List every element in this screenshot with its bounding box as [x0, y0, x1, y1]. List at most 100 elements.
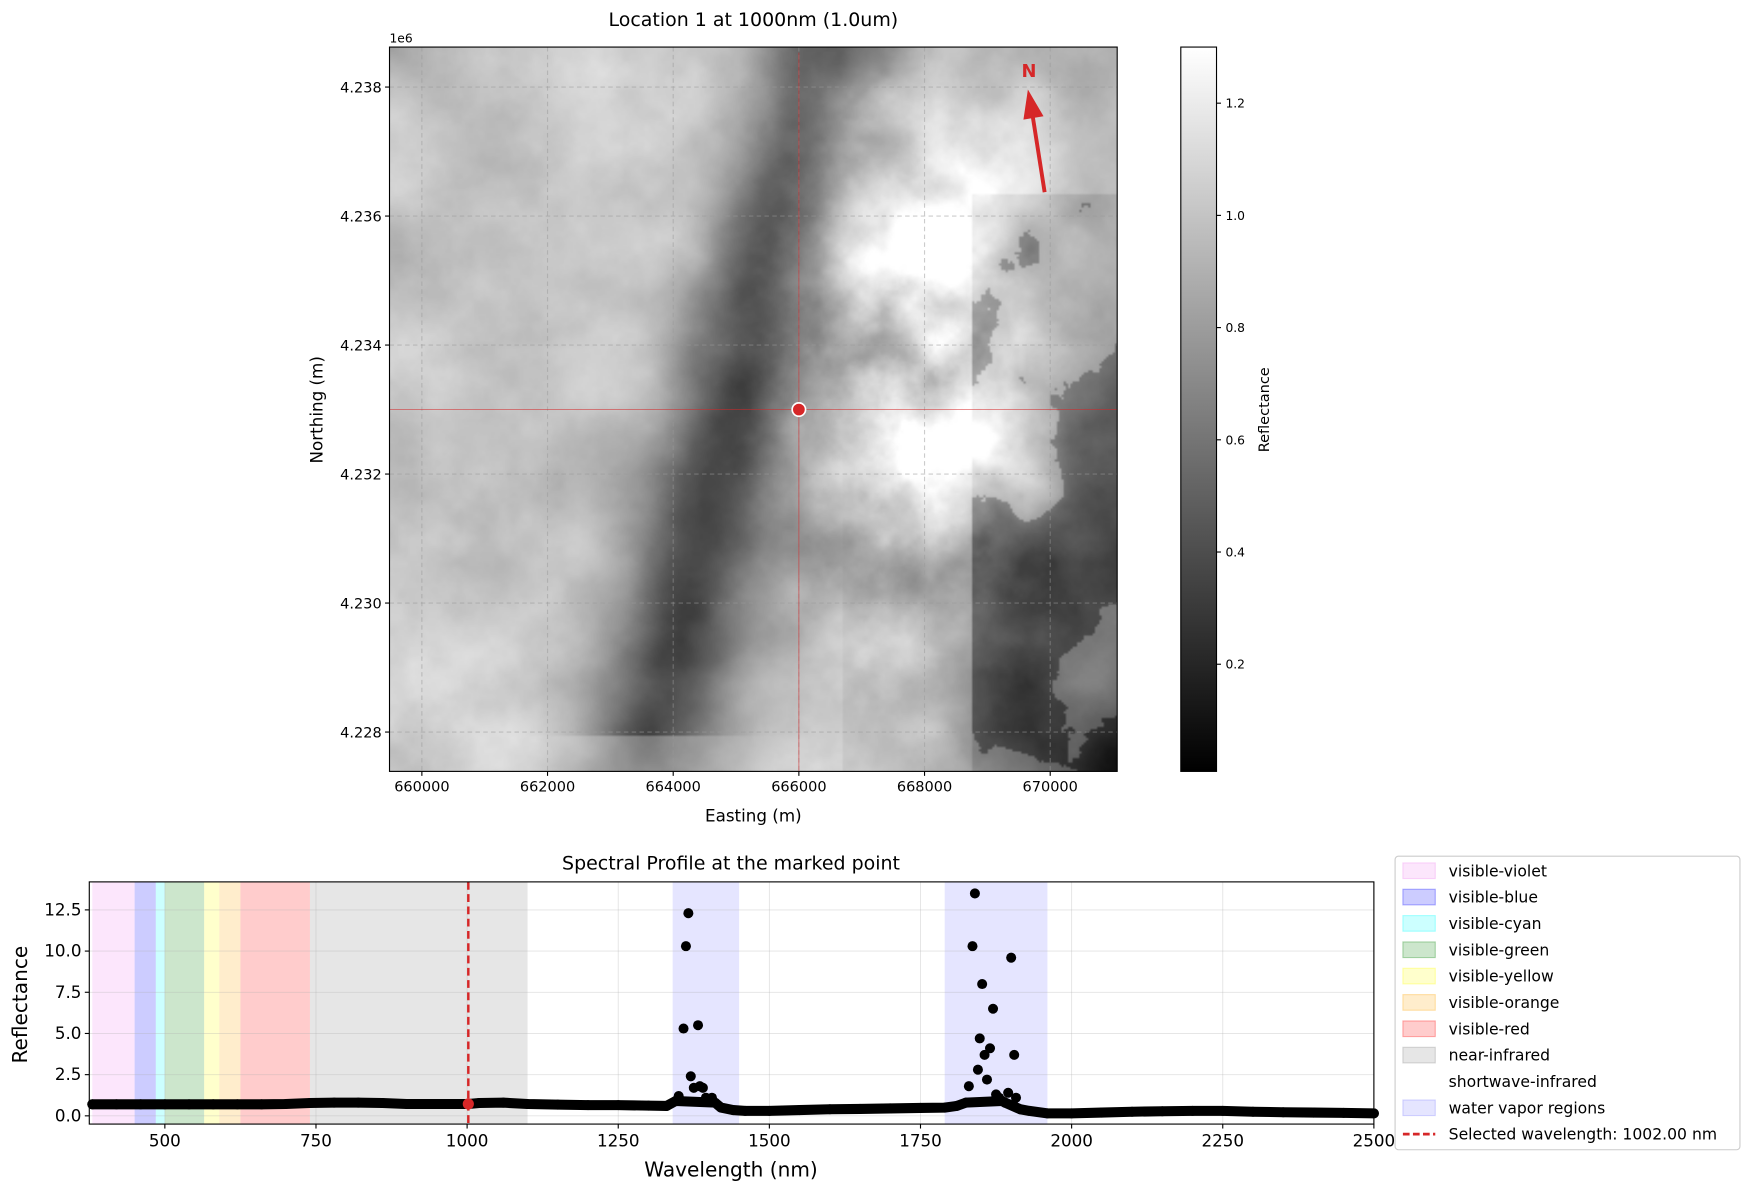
data-point	[885, 1103, 896, 1114]
data-point	[683, 908, 694, 919]
legend-swatch	[1402, 888, 1436, 906]
data-point	[1009, 1049, 1020, 1060]
legend-swatch	[1402, 967, 1436, 985]
legend-label: visible-cyan	[1449, 915, 1542, 933]
data-point	[974, 1033, 985, 1044]
data-point	[135, 1099, 146, 1110]
x-tick-label: 668000	[897, 779, 952, 795]
band-water-vapor-regions	[944, 881, 1048, 1125]
data-point	[329, 1097, 340, 1108]
data-point	[1187, 1105, 1198, 1116]
legend-swatch	[1402, 862, 1436, 880]
data-point	[613, 1100, 624, 1111]
data-point	[1024, 1105, 1035, 1116]
y-tick-label: 2.5	[55, 1064, 82, 1084]
data-point	[697, 1082, 708, 1093]
data-point	[1338, 1107, 1349, 1118]
legend-label: visible-blue	[1449, 889, 1538, 907]
data-point	[159, 1099, 170, 1110]
colorbar-tick-label: 1.0	[1225, 209, 1245, 223]
selected-point	[462, 1098, 474, 1110]
data-point	[855, 1103, 866, 1114]
data-point	[1278, 1107, 1289, 1118]
y-tick-label: 4.230	[340, 597, 382, 613]
data-point	[1015, 1104, 1026, 1115]
y-tick-label: 12.5	[44, 899, 81, 919]
x-tick-label: 1750	[899, 1130, 942, 1150]
x-tick-label: 666000	[771, 779, 826, 795]
colorbar-ticks: 0.2 0.4 0.6 0.8 1.0 1.2	[1216, 97, 1245, 672]
legend-label: visible-violet	[1449, 862, 1547, 880]
x-tick-label: 662000	[520, 779, 575, 795]
spectral-ticks: 500 750 1000 1250 1500 1750 2000 2250 2500 0.0 2.5…	[44, 899, 1395, 1150]
legend-swatch	[1402, 1046, 1436, 1064]
legend: visible-violet visible-blue visible-cyan vi…	[1394, 855, 1741, 1151]
data-point	[967, 941, 978, 952]
band-visible-green	[164, 881, 205, 1125]
colorbar-tick-label: 0.2	[1225, 658, 1245, 672]
data-point	[401, 1098, 412, 1109]
data-point	[960, 1097, 971, 1108]
legend-label: visible-red	[1449, 1020, 1530, 1038]
map-title: Location 1 at 1000nm (1.0um)	[608, 9, 898, 31]
data-point	[232, 1099, 243, 1110]
x-tick-label: 2250	[1201, 1130, 1244, 1150]
y-tick-label: 4.238	[340, 81, 382, 97]
north-label: N	[1022, 61, 1037, 82]
y-tick-label: 10.0	[44, 941, 81, 961]
data-point	[969, 888, 980, 899]
y-tick-label: 7.5	[55, 982, 82, 1002]
data-point	[915, 1102, 926, 1113]
data-point	[988, 1003, 999, 1014]
data-point	[977, 979, 988, 990]
data-point	[474, 1097, 485, 1109]
legend-label: visible-orange	[1449, 994, 1560, 1012]
x-tick-label: 660000	[394, 779, 449, 795]
data-point	[984, 1043, 996, 1054]
data-point	[740, 1105, 751, 1116]
y-tick-label: 0.0	[55, 1105, 82, 1125]
colorbar-tick-label: 0.4	[1225, 545, 1245, 559]
data-point	[522, 1098, 533, 1109]
data-point	[673, 1091, 684, 1102]
colorbar-tick-label: 0.8	[1225, 321, 1245, 335]
x-tick-label: 2500	[1353, 1130, 1396, 1150]
map-xlabel: Easting (m)	[705, 806, 802, 826]
data-point	[425, 1098, 436, 1109]
data-point	[1127, 1106, 1138, 1117]
data-point	[981, 1074, 993, 1085]
data-point	[1157, 1106, 1168, 1117]
data-point	[963, 1081, 974, 1092]
spectral-ylabel: Reflectance	[8, 946, 32, 1064]
data-point	[951, 1100, 962, 1111]
data-point	[1217, 1105, 1228, 1116]
data-point	[208, 1099, 219, 1110]
y-tick-label: 4.228	[340, 726, 382, 742]
data-point	[715, 1102, 727, 1113]
colorbar-tick-label: 0.6	[1225, 433, 1245, 447]
data-point	[111, 1099, 122, 1110]
marked-point[interactable]	[791, 402, 807, 418]
data-point	[449, 1098, 461, 1109]
x-tick-label: 1000	[446, 1130, 489, 1150]
colorbar-tick-label: 1.2	[1225, 97, 1245, 111]
x-tick-label: 1250	[597, 1130, 640, 1150]
data-point	[824, 1104, 835, 1115]
x-tick-label: 500	[149, 1130, 181, 1150]
band-visible-yellow	[204, 881, 220, 1125]
legend-swatch	[1402, 941, 1436, 959]
spectral-xlabel: Wavelength (nm)	[644, 1158, 817, 1182]
spectral-frame	[88, 881, 1375, 1125]
y-offset-label: 1e6	[390, 32, 413, 46]
spectral-title: Spectral Profile at the marked point	[562, 853, 900, 875]
data-point	[678, 1023, 689, 1034]
north-arrow: N	[1022, 61, 1047, 193]
x-tick-label: 664000	[646, 779, 701, 795]
y-tick-label: 4.236	[340, 210, 382, 226]
data-point	[764, 1105, 775, 1116]
data-point	[1247, 1106, 1259, 1117]
data-point	[353, 1097, 364, 1108]
data-point	[1006, 952, 1017, 963]
data-point	[256, 1099, 267, 1110]
x-tick-label: 2000	[1050, 1130, 1093, 1150]
